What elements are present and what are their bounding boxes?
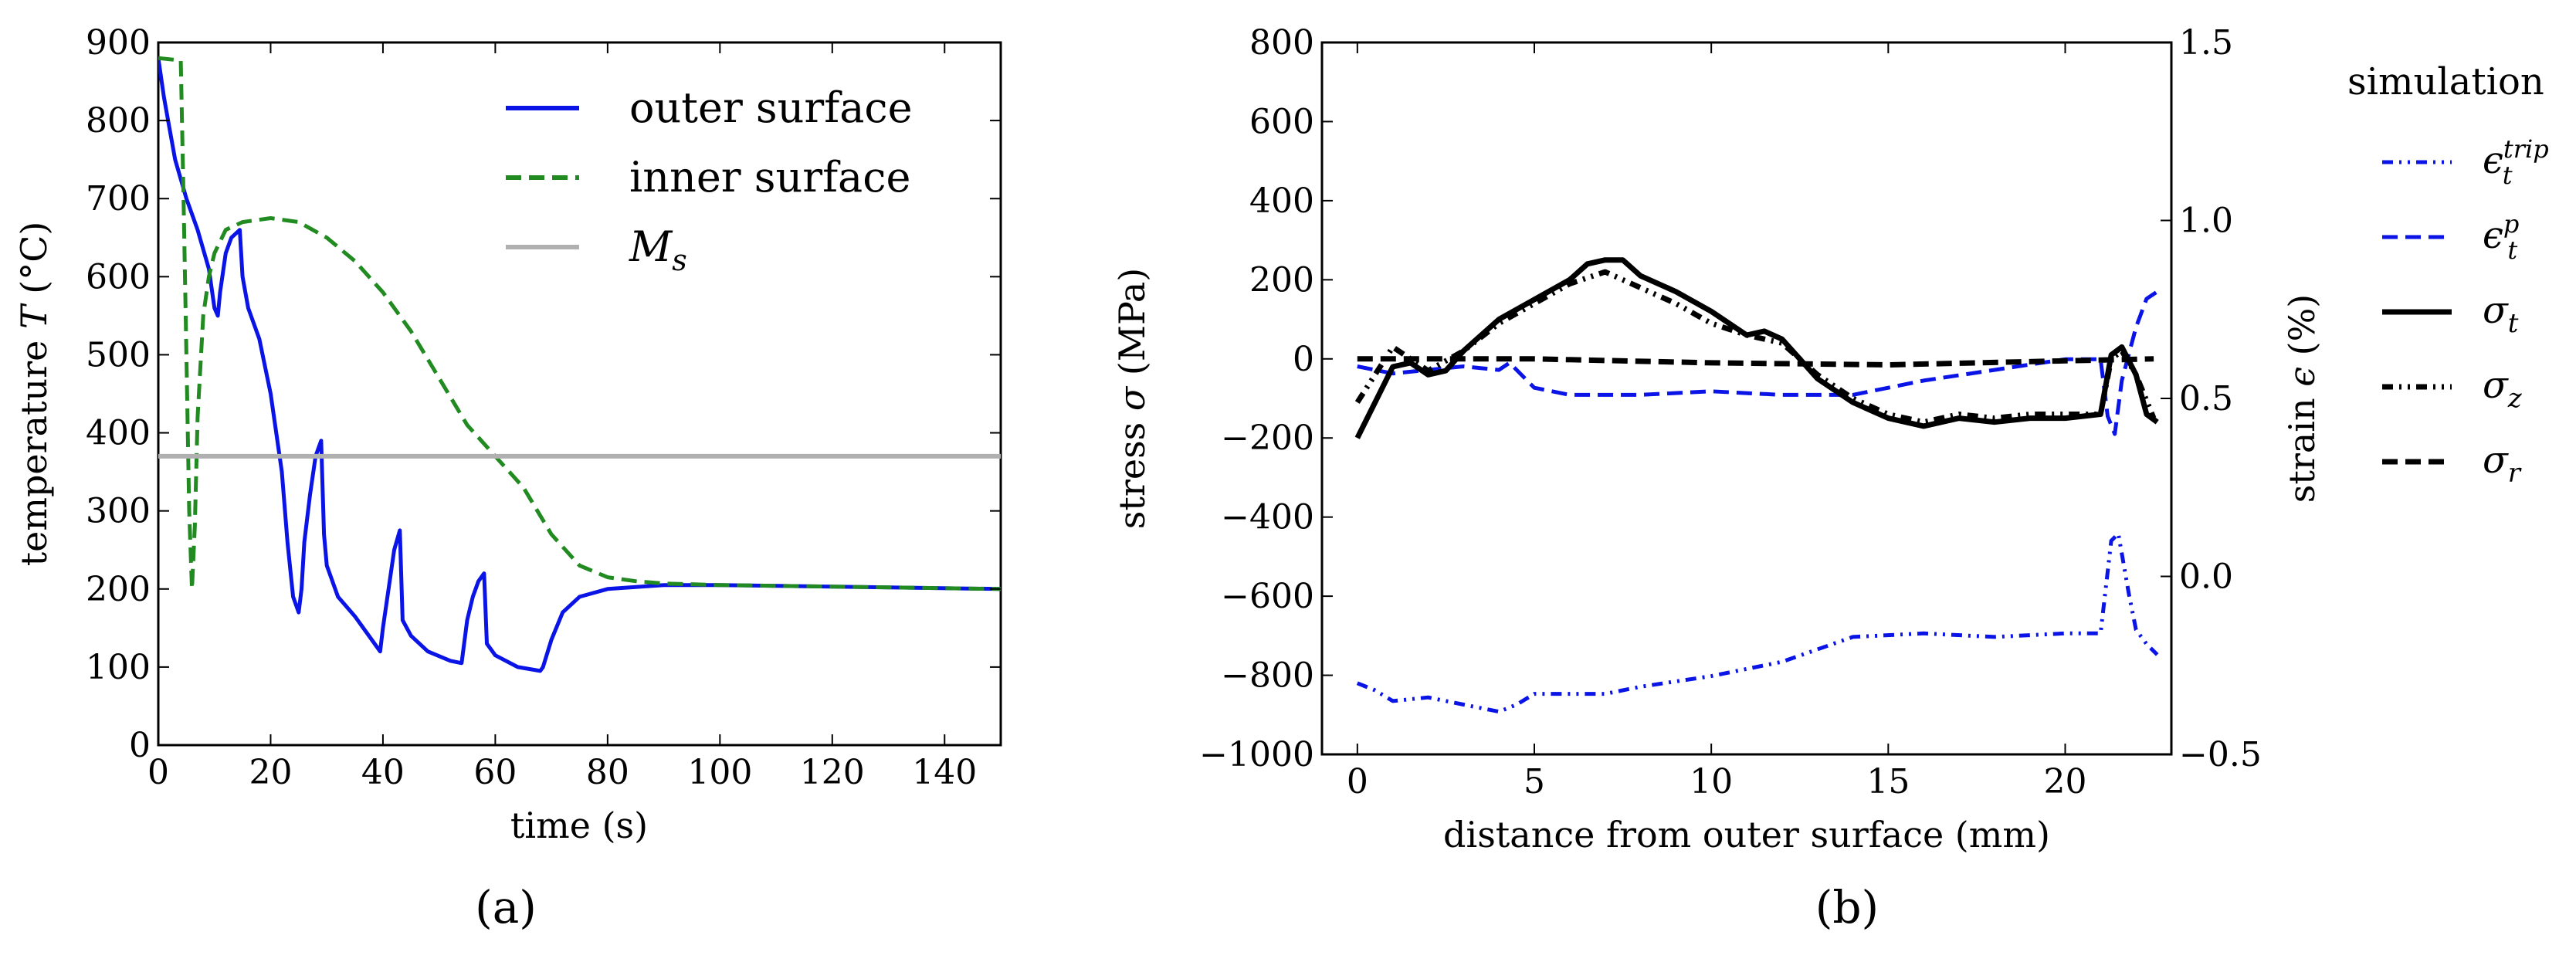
chart-b-xtick-label: 0 (1347, 762, 1368, 801)
chart-a-ytick-label: 500 (86, 335, 151, 374)
chart-a: 0 20 40 60 80 100 120 140 0 100 200 300 400 500 600 700… (13, 23, 1002, 934)
chart-a-ytick-label: 600 (86, 257, 151, 297)
chart-a-xtick-label: 140 (912, 753, 977, 792)
chart-b-y2label-prefix: strain (2281, 387, 2323, 503)
chart-b-series-3 (1354, 269, 2157, 425)
chart-a-xtick-label: 80 (586, 753, 629, 792)
chart-a-ytick-label: 700 (86, 179, 151, 219)
chart-a-ylabel-symbol: T (13, 303, 55, 329)
chart-a-legend-label-2: Ms (629, 222, 687, 277)
chart-b-legend-title: simulation (2347, 60, 2544, 103)
chart-b-xlabel: distance from outer surface (mm) (1443, 814, 2050, 856)
chart-b-legend-label-0: ϵtrip t (2483, 134, 2549, 190)
chart-b-ytick-label: 0 (1293, 340, 1314, 379)
chart-b-ylabel-symbol: σ (1111, 385, 1153, 411)
chart-a-xtick-label: 20 (249, 753, 292, 792)
chart-a-xtick-label: 100 (687, 753, 752, 792)
chart-b-ylabel-prefix: stress (1111, 411, 1153, 529)
chart-a-ytick-label: 300 (86, 492, 151, 531)
chart-a-ylabel-prefix: temperature (13, 329, 55, 566)
chart-b-legend-label-3: σz (2483, 364, 2523, 414)
chart-b-ticks-group: 0 5 10 15 20 −1000 −800 −600 −400 −200 0 200 400 600 8… (1199, 23, 2262, 801)
chart-b-panel-label: (b) (1815, 881, 1879, 934)
chart-a-frame (157, 41, 1002, 747)
chart-b-ytick-label: −400 (1221, 498, 1314, 537)
chart-a-ytick-label: 100 (86, 648, 151, 687)
chart-b-series-group (1354, 257, 2159, 714)
chart-b-series-1 (1357, 290, 2159, 436)
chart-a-ytick-label: 800 (86, 101, 151, 141)
chart-b-legend: simulation ϵtrip t ϵp t σt σz σr (2347, 60, 2549, 489)
chart-a-xtick-label: 60 (473, 753, 517, 792)
chart-a-xtick-label: 120 (800, 753, 865, 792)
chart-a-xlabel: time (s) (510, 805, 648, 846)
chart-b-y2label-suffix: (%) (2281, 294, 2323, 367)
chart-b-xtick-label: 15 (1866, 762, 1910, 801)
chart-b-ylabel-suffix: (MPa) (1111, 268, 1153, 387)
chart-b-y2label-symbol: ϵ (2281, 367, 2323, 387)
chart-b-frame (1320, 41, 2173, 756)
chart-a-legend: outer surface inner surface Ms (506, 83, 913, 277)
chart-b-y2tick-label: 0.0 (2179, 557, 2233, 597)
chart-b-ytick-label: −1000 (1199, 735, 1314, 774)
chart-b-ytick-label: −600 (1221, 577, 1314, 616)
chart-a-ytick-label: 200 (86, 570, 151, 609)
chart-a-xtick-label: 40 (361, 753, 405, 792)
chart-b-xtick-label: 20 (2044, 762, 2087, 801)
chart-b-xtick-label: 10 (1690, 762, 1733, 801)
chart-a-ylabel: temperature T (°C) (13, 222, 55, 567)
chart-b-legend-label-1: ϵp t (2483, 209, 2519, 265)
chart-b-series-2 (1354, 257, 2159, 439)
chart-a-ticks-group: 0 20 40 60 80 100 120 140 0 100 200 300 400 500 600 700… (86, 23, 1001, 792)
chart-b-y2tick-label: −0.5 (2179, 735, 2262, 774)
chart-b: 0 5 10 15 20 −1000 −800 −600 −400 −200 0 200 400 600 8… (1111, 23, 2549, 934)
chart-a-series-0 (158, 57, 1001, 673)
chart-b-ytick-label: 600 (1249, 102, 1314, 141)
chart-a-xtick-label: 0 (147, 753, 169, 792)
chart-a-legend-label-1: inner surface (629, 153, 910, 202)
chart-a-ylabel-suffix: (°C) (13, 222, 55, 306)
chart-b-ytick-label: 800 (1249, 23, 1314, 63)
chart-a-ytick-label: 900 (86, 23, 151, 63)
chart-b-ytick-label: 400 (1249, 181, 1314, 221)
chart-a-ytick-label: 400 (86, 414, 151, 453)
chart-b-ylabel: stress σ (MPa) (1111, 268, 1153, 529)
chart-a-series-group (158, 56, 1001, 673)
chart-b-ytick-label: −800 (1221, 656, 1314, 696)
chart-b-y2tick-label: 1.0 (2179, 202, 2233, 241)
chart-b-xtick-label: 5 (1524, 762, 1545, 801)
chart-b-y2label: strain ϵ (%) (2281, 294, 2323, 503)
chart-b-ytick-label: 200 (1249, 260, 1314, 300)
chart-a-series-1 (158, 56, 1001, 591)
chart-a-panel-label: (a) (475, 881, 537, 934)
chart-b-series-4 (1357, 356, 2154, 368)
chart-b-legend-label-4: σr (2483, 439, 2522, 489)
chart-b-ytick-label: −200 (1221, 419, 1314, 458)
chart-b-y2tick-label: 1.5 (2179, 23, 2233, 63)
chart-a-ytick-label: 0 (129, 726, 151, 765)
chart-b-legend-label-2: σt (2483, 289, 2519, 339)
chart-b-series-0 (1356, 531, 2159, 714)
chart-a-legend-label-0: outer surface (629, 83, 913, 132)
chart-b-y2tick-label: 0.5 (2179, 379, 2233, 419)
